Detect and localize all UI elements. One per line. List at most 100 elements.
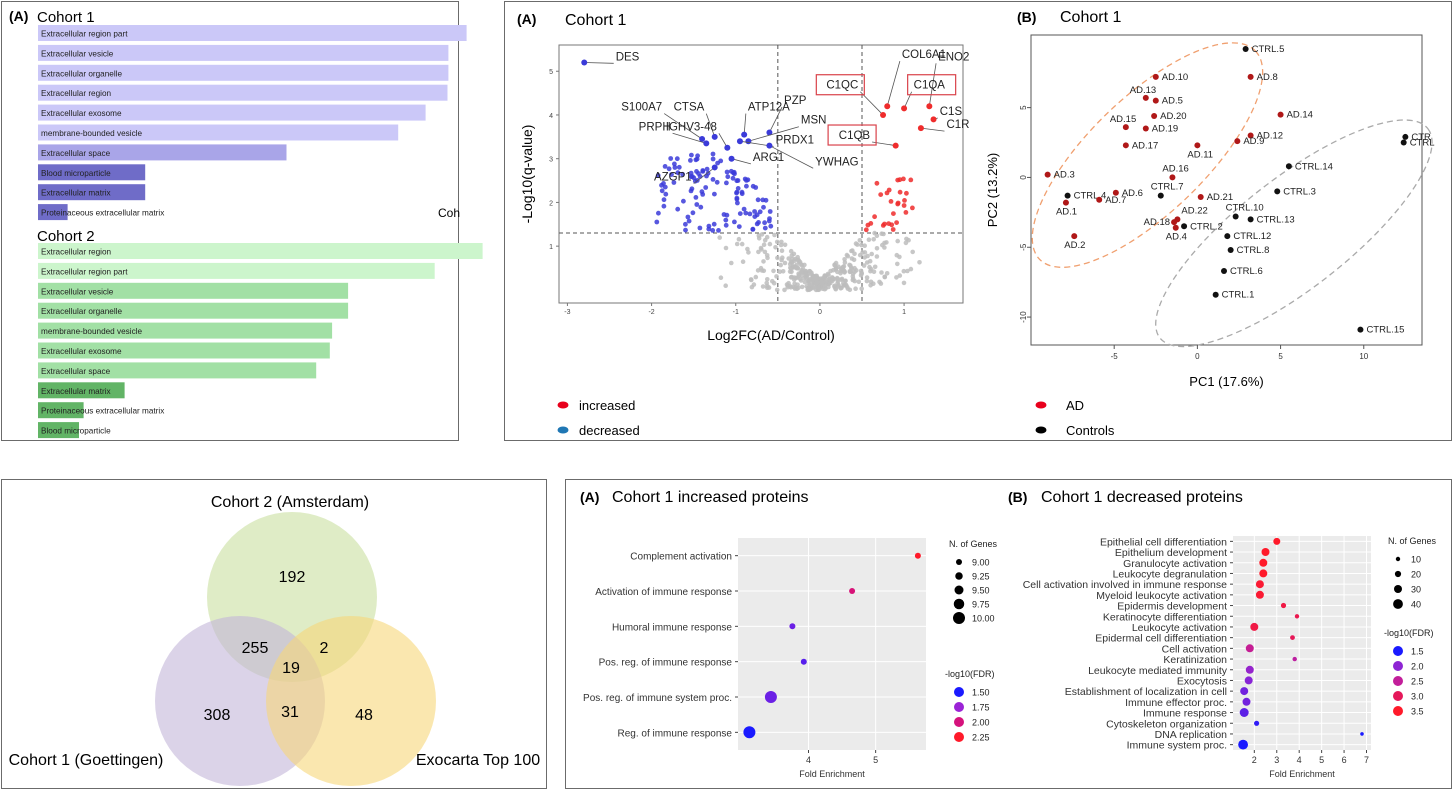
decreased-point (752, 209, 757, 214)
go-term-label: Immune system proc. (1127, 740, 1227, 752)
x-tick-label: 5 (1319, 755, 1324, 765)
go-term-label: Granulocyte activation (1123, 558, 1227, 570)
ns-point (774, 239, 780, 245)
size-legend-title: N. of Genes (1388, 536, 1437, 546)
increased-point (863, 227, 869, 233)
ctrl-sample-point (1285, 163, 1292, 170)
sample-label: CTRL.13 (1257, 214, 1295, 225)
ctrl-sample-point (1221, 267, 1228, 274)
go-term-label: Leukocyte activation (1132, 622, 1227, 634)
size-legend-title: N. of Genes (949, 539, 998, 549)
color-legend-dot (1393, 676, 1403, 686)
decreased-point (661, 181, 666, 186)
exocarta-circle (266, 616, 436, 786)
go-bar-label: Blood microparticle (41, 427, 111, 436)
decreased-point (767, 216, 772, 222)
sample-label: AD.2 (1064, 240, 1085, 251)
go-bar-label: Blood microparticle (41, 169, 111, 178)
decreased-point (690, 210, 696, 216)
go-term-label: Establishment of localization in cell (1065, 686, 1227, 698)
sample-label: AD.8 (1257, 72, 1278, 83)
ctrl-sample-point (1274, 188, 1281, 195)
decreased-point (735, 178, 741, 183)
ns-point (848, 265, 854, 270)
decreased-point (666, 166, 672, 172)
ns-point (749, 284, 755, 290)
go-bar-label: Extracellular space (41, 149, 111, 158)
protein-label: PRPH (639, 121, 671, 133)
protein-label: C1S (940, 106, 963, 118)
ns-point (789, 253, 795, 258)
x-tick-label: -3 (564, 309, 570, 316)
ns-point (800, 266, 806, 272)
color-legend-dot (1393, 661, 1403, 671)
color-legend-dot (954, 702, 964, 712)
label-leader-line (693, 167, 715, 184)
enrichment-dot (1238, 739, 1248, 750)
ns-point (782, 242, 788, 248)
ctrl-sample-point (1357, 326, 1364, 333)
protein-label: COL6A1 (902, 49, 946, 61)
decreased-point (744, 178, 749, 183)
ns-point (910, 249, 915, 255)
ad-sample-point (1277, 111, 1284, 118)
ns-point (901, 268, 907, 274)
color-legend-label: 2.25 (972, 733, 990, 743)
decreased-point (724, 212, 730, 218)
sample-label: CTRL.3 (1283, 186, 1316, 197)
labelled-point (880, 111, 887, 118)
go-bar-label: Extracellular region (41, 89, 112, 98)
ns-point (767, 241, 773, 247)
decreased-point (732, 219, 737, 225)
dotplot-panel-bg (1233, 536, 1371, 750)
decreased-point (718, 158, 724, 164)
go-term-label: Complement activation (630, 552, 732, 563)
sample-label: AD.16 (1162, 163, 1188, 174)
label-leader-line (705, 113, 716, 137)
ns-point (779, 257, 784, 263)
ctrl-sample-point (1400, 139, 1407, 146)
sample-label: AD.15 (1110, 114, 1136, 125)
size-legend-label: 9.50 (972, 586, 990, 596)
decreased-point (762, 220, 767, 226)
go-bar (38, 342, 330, 359)
protein-label: C1QA (914, 80, 946, 92)
ns-point (772, 232, 777, 238)
color-legend-dot (954, 687, 964, 697)
volcano-panel-label: (A) (517, 11, 536, 27)
dotplot-panel-bg (738, 538, 926, 750)
volcano-pca-charts: (A) Cohort 1 (B) Cohort 1 -3 -2 -1 0 112345L… (517, 9, 1435, 438)
ns-point (872, 264, 878, 270)
label-leader-line (663, 113, 703, 140)
increased-point (903, 210, 909, 215)
decreased-point (669, 172, 674, 177)
ns-point (807, 287, 812, 293)
protein-label: ARG1 (753, 152, 784, 164)
enrichment-panel: (A) Cohort 1 increased proteins (B) Coho… (565, 479, 1452, 789)
ad-sample-point (1197, 193, 1204, 200)
sample-label: AD.1 (1056, 207, 1077, 218)
go-bar (38, 282, 349, 299)
venn-region-count: 31 (281, 704, 299, 721)
label-leader-line (731, 158, 752, 165)
go-bar (38, 362, 317, 379)
color-legend-label: 3.5 (1411, 707, 1424, 717)
size-legend-dot (953, 598, 965, 610)
size-legend-dot (955, 572, 963, 580)
venn-region-count: 308 (204, 707, 231, 724)
volcano-y-axis-label: -Log10(q-value) (519, 125, 535, 224)
ns-point (779, 248, 785, 253)
labelled-point (917, 125, 924, 132)
decreased-point (723, 222, 729, 228)
enrichment-dot (1242, 697, 1251, 706)
ns-point (807, 283, 813, 288)
enrichment-charts: (A) Cohort 1 increased proteins (B) Coho… (580, 489, 1437, 779)
go-term-label: Pos. reg. of immune system proc. (583, 693, 732, 704)
enrichment-dot (1259, 569, 1268, 578)
decreased-point (712, 191, 717, 197)
decreased-point (680, 171, 685, 177)
increased-point (882, 221, 887, 227)
ns-point (828, 268, 833, 274)
ad-sample-point (1151, 112, 1158, 119)
decreased-point (674, 156, 680, 162)
